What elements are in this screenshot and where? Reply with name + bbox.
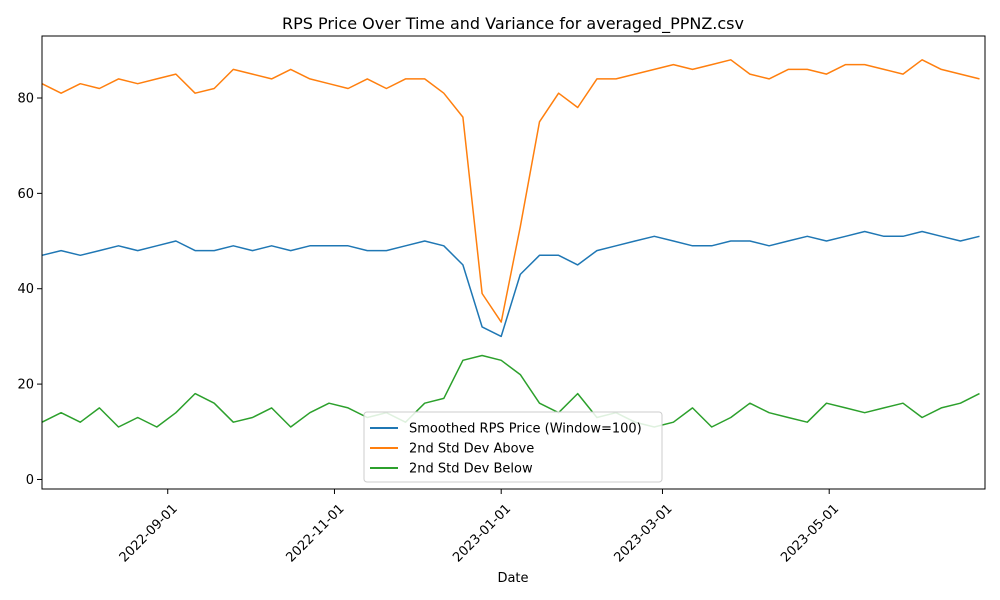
legend-label-1: 2nd Std Dev Above — [409, 442, 534, 457]
series-line-0 — [41, 230, 980, 338]
y-tick-label-0: 0 — [26, 473, 34, 488]
series-line-1 — [41, 59, 980, 323]
x-axis-title: Date — [497, 571, 528, 586]
plot-area — [41, 35, 986, 490]
y-tick-label-2: 40 — [17, 282, 34, 297]
y-axis: 0 20 40 60 80 — [17, 91, 42, 488]
y-tick-label-4: 80 — [17, 91, 34, 106]
legend-label-2: 2nd Std Dev Below — [409, 462, 533, 477]
legend-box — [363, 411, 663, 483]
series-line-2 — [41, 354, 980, 428]
legend-label-0: Smoothed RPS Price (Window=100) — [409, 422, 642, 437]
y-tick-label-1: 20 — [17, 378, 34, 393]
plot-frame — [41, 35, 986, 490]
legend: Smoothed RPS Price (Window=100) 2nd Std D… — [363, 411, 663, 483]
y-tick-label-3: 60 — [17, 187, 34, 202]
chart-title: RPS Price Over Time and Variance for ave… — [282, 14, 744, 34]
series-layer — [41, 59, 980, 428]
